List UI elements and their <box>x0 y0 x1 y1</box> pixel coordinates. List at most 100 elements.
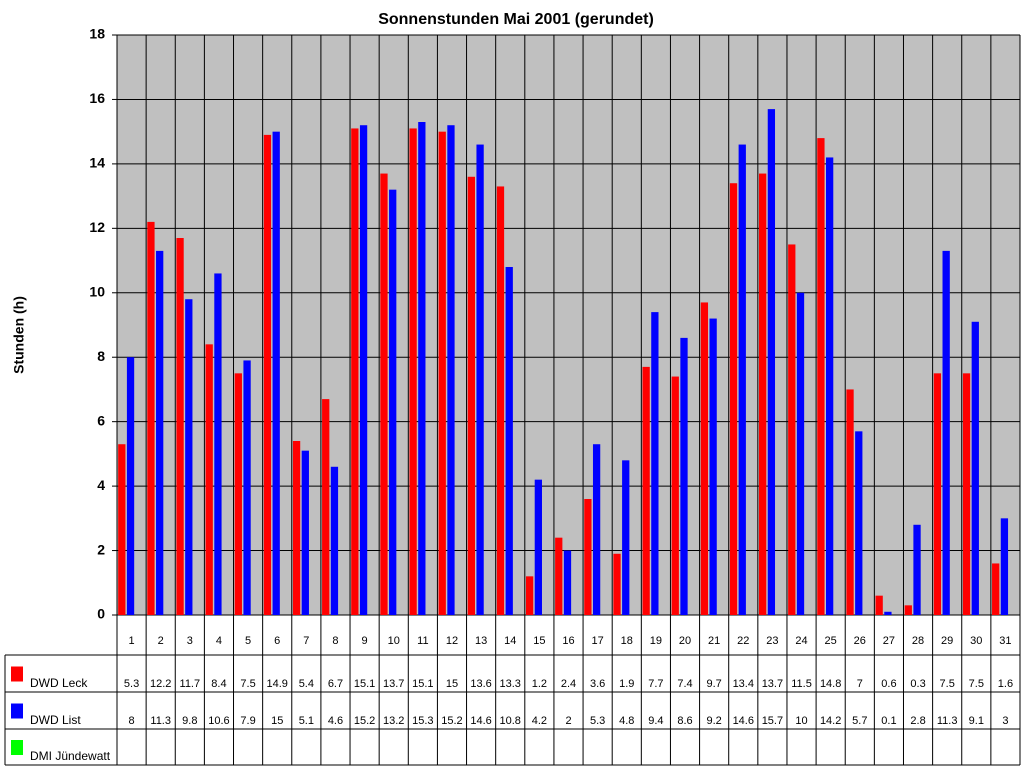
table-value: 0.3 <box>910 678 925 690</box>
bar <box>525 576 534 615</box>
bar <box>534 479 542 615</box>
x-tick-label: 22 <box>737 635 749 647</box>
table-value: 10 <box>795 715 807 727</box>
x-tick-label: 10 <box>388 635 400 647</box>
table-value: 5.1 <box>299 715 314 727</box>
table-value: 14.6 <box>470 715 491 727</box>
table-value: 14.2 <box>820 715 841 727</box>
bar <box>126 357 135 615</box>
bar <box>330 466 339 615</box>
table-value: 2 <box>565 715 571 727</box>
bar <box>767 109 776 615</box>
bar <box>467 176 475 615</box>
table-value: 15.2 <box>354 715 375 727</box>
table-value: 0.6 <box>881 678 896 690</box>
table-value: 11.3 <box>937 715 958 727</box>
bar <box>243 360 251 615</box>
bar <box>933 373 942 615</box>
bar <box>826 157 834 615</box>
y-tick-label: 14 <box>89 155 105 171</box>
x-tick-label: 7 <box>303 635 309 647</box>
x-tick-label: 11 <box>417 635 428 647</box>
x-tick-label: 12 <box>446 635 458 647</box>
x-tick-label: 16 <box>562 635 574 647</box>
bar <box>796 292 805 615</box>
x-tick-label: 14 <box>504 635 516 647</box>
table-value: 11.3 <box>150 715 171 727</box>
bar <box>1000 518 1009 615</box>
bar <box>505 267 513 615</box>
bar <box>380 173 388 616</box>
x-tick-label: 29 <box>941 635 953 647</box>
table-value: 13.3 <box>500 678 521 690</box>
x-tick-label: 26 <box>854 635 866 647</box>
table-value: 3 <box>1002 715 1008 727</box>
table-value: 14.8 <box>820 678 841 690</box>
bar <box>651 312 659 615</box>
x-tick-label: 21 <box>708 635 720 647</box>
bar <box>622 460 630 615</box>
x-tick-label: 17 <box>592 635 604 647</box>
y-tick-label: 16 <box>89 90 105 106</box>
y-tick-label: 18 <box>89 26 105 42</box>
table-value: 2.4 <box>561 678 576 690</box>
x-tick-label: 18 <box>621 635 633 647</box>
bar <box>592 444 601 615</box>
x-tick-label: 24 <box>795 635 807 647</box>
table-value: 8 <box>129 715 135 727</box>
bar <box>563 550 572 615</box>
y-tick-label: 8 <box>97 348 105 364</box>
table-value: 15.1 <box>354 678 375 690</box>
x-tick-label: 1 <box>129 635 135 647</box>
table-value: 9.7 <box>706 678 721 690</box>
table-value: 14.9 <box>266 678 287 690</box>
x-tick-label: 23 <box>766 635 778 647</box>
table-value: 15 <box>446 678 458 690</box>
x-tick-label: 31 <box>999 635 1011 647</box>
bar <box>613 553 621 615</box>
table-value: 8.6 <box>677 715 692 727</box>
table-value: 7 <box>857 678 863 690</box>
table-value: 0.1 <box>881 715 896 727</box>
x-tick-label: 13 <box>475 635 487 647</box>
table-value: 15 <box>271 715 283 727</box>
table-value: 13.4 <box>733 678 754 690</box>
bar <box>904 605 912 615</box>
bar <box>272 131 280 615</box>
x-tick-label: 2 <box>158 635 164 647</box>
table-value: 13.6 <box>470 678 491 690</box>
bar <box>555 537 563 615</box>
x-tick-label: 3 <box>187 635 193 647</box>
table-value: 6.7 <box>328 678 343 690</box>
bar <box>292 441 301 615</box>
x-tick-label: 20 <box>679 635 691 647</box>
plot-area <box>117 35 1020 615</box>
legend-swatch <box>11 740 23 755</box>
table-value: 5.7 <box>852 715 867 727</box>
table-value: 12.2 <box>150 678 171 690</box>
bar <box>301 450 309 615</box>
table-value: 11.5 <box>791 678 812 690</box>
x-tick-label: 28 <box>912 635 924 647</box>
bar <box>418 122 426 615</box>
table-value: 14.6 <box>733 715 754 727</box>
bar <box>185 299 193 615</box>
bar <box>205 344 213 615</box>
table-value: 7.5 <box>969 678 984 690</box>
bar <box>476 144 484 616</box>
bar <box>875 595 883 615</box>
bar <box>118 444 126 615</box>
table-value: 15.7 <box>762 715 783 727</box>
bar <box>700 302 709 615</box>
bar <box>584 499 592 615</box>
table-value: 1.6 <box>998 678 1013 690</box>
table-value: 8.4 <box>211 678 226 690</box>
table-value: 7.7 <box>648 678 663 690</box>
bar <box>351 128 359 615</box>
x-tick-label: 15 <box>533 635 545 647</box>
table-value: 9.1 <box>969 715 984 727</box>
table-value: 7.9 <box>240 715 255 727</box>
table-value: 4.6 <box>328 715 343 727</box>
table-value: 1.9 <box>619 678 634 690</box>
